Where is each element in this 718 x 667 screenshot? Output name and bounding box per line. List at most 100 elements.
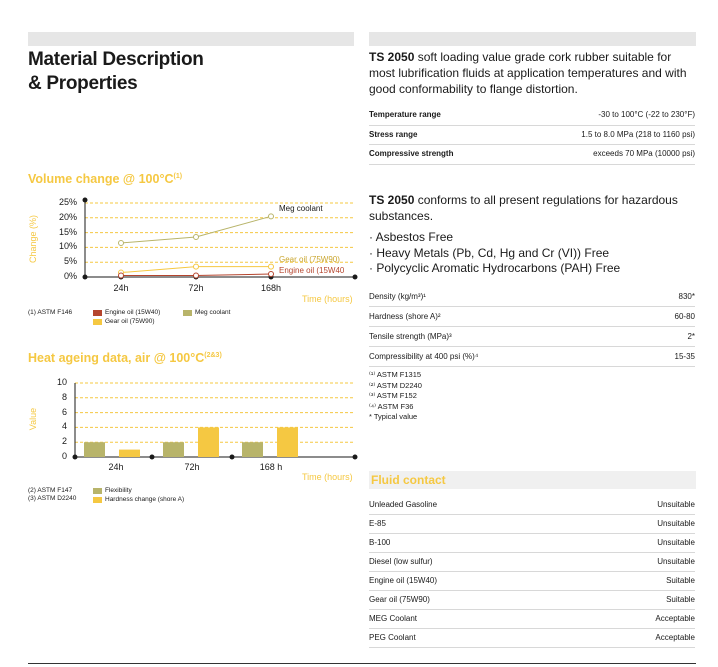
row-key: PEG Coolant: [369, 633, 416, 642]
row-value: 1.5 to 8.0 MPa (218 to 1160 psi): [581, 129, 695, 139]
ageing-bar: [277, 427, 298, 457]
property-note: * Typical value: [369, 412, 418, 421]
volume-label-gear: Gear oil (75W90): [279, 255, 340, 264]
row-value: 830*: [678, 291, 695, 301]
volume-chart-title-text: Volume change @ 100°C: [28, 172, 174, 186]
row-value: Suitable: [666, 576, 695, 585]
volume-axis-dot: [82, 274, 88, 280]
row-key: Compressive strength: [369, 149, 454, 159]
volume-xtick: 72h: [188, 283, 204, 293]
volume-data-point: [268, 271, 274, 278]
row-value: exceeds 70 MPa (10000 psi): [593, 149, 695, 159]
regulation-item: · Asbestos Free: [369, 230, 454, 244]
row-value: Unsuitable: [657, 500, 695, 509]
volume-ytick: 20%: [58, 211, 77, 222]
row-value: Suitable: [666, 595, 695, 604]
volume-label-meg: Meg coolant: [279, 204, 323, 213]
volume-legend-item: Gear oil (75W90): [93, 318, 155, 325]
table-row: Gear oil (75W90) Suitable: [369, 590, 695, 610]
property-note: ⁽²⁾ ASTM D2240: [369, 380, 422, 390]
ageing-chart-title: Heat ageing data, air @ 100°C(2&3): [28, 351, 222, 365]
property-note: ⁽⁴⁾ ASTM F36: [369, 401, 414, 411]
ageing-xtick: 24h: [108, 462, 124, 472]
volume-data-point: [118, 239, 124, 246]
row-value: Acceptable: [655, 633, 695, 642]
ageing-ytick: 0: [61, 451, 67, 461]
row-value: Unsuitable: [657, 538, 695, 547]
conform-product: TS 2050: [369, 193, 415, 207]
row-key: E-85: [369, 519, 386, 528]
ageing-chart-title-text: Heat ageing data, air @ 100°C: [28, 351, 205, 365]
volume-legend-item: Meg coolant: [183, 309, 230, 316]
legend-label: Engine oil (15W40): [105, 309, 161, 316]
volume-chart-title: Volume change @ 100°C(1): [28, 172, 182, 186]
legend-swatch: [93, 309, 102, 316]
ageing-chart-xlabel: Time (hours): [302, 472, 353, 482]
volume-ytick: 15%: [58, 226, 77, 237]
right-header-bar: [369, 32, 696, 46]
volume-ytick: 10%: [58, 241, 77, 252]
row-key: MEG Coolant: [369, 614, 418, 623]
ageing-ytick: 2: [61, 436, 67, 447]
ageing-footnote-1: (2) ASTM F147: [28, 487, 73, 494]
ageing-bar: [163, 442, 184, 457]
page-title: Material Description & Properties: [28, 48, 204, 96]
legend-label: Gear oil (75W90): [105, 318, 155, 325]
volume-chart-xlabel: Time (hours): [302, 294, 353, 304]
row-value: 2*: [687, 331, 695, 341]
row-key: Unleaded Gasoline: [369, 500, 438, 509]
legend-label: Hardness change (shore A): [105, 496, 185, 503]
fluid-contact-title: Fluid contact: [369, 471, 696, 489]
conform-paragraph: TS 2050 conforms to all present regulati…: [369, 192, 699, 224]
page-title-line2: & Properties: [28, 73, 138, 94]
intro-product: TS 2050: [369, 50, 415, 64]
ageing-bar: [84, 442, 105, 457]
volume-xtick: 168h: [260, 283, 282, 293]
left-header-bar: [28, 32, 354, 46]
ageing-footnote-2: (3) ASTM D2240: [28, 495, 77, 502]
ageing-xtick: 72h: [184, 462, 200, 472]
table-row: Stress range 1.5 to 8.0 MPa (218 to 1160 …: [369, 125, 695, 145]
property-note: ⁽¹⁾ ASTM F1315: [369, 370, 422, 379]
volume-data-point: [193, 263, 199, 270]
legend-swatch: [93, 487, 102, 494]
volume-legend-item: Engine oil (15W40): [93, 309, 160, 316]
table-row: Density (kg/m³)¹ 830*: [369, 286, 695, 307]
property-note: ⁽³⁾ ASTM F152: [369, 391, 417, 400]
ageing-ytick: 8: [61, 391, 67, 402]
legend-swatch: [93, 318, 102, 325]
volume-xtick: 24h: [113, 283, 129, 293]
row-value: -30 to 100°C (-22 to 230°F): [598, 110, 695, 120]
row-value: Unsuitable: [657, 557, 695, 566]
legend-swatch: [183, 309, 192, 316]
volume-ytick: 0%: [63, 271, 77, 281]
ageing-chart-title-ref: (2&3): [204, 351, 222, 359]
legend-label: Flexibility: [105, 487, 132, 494]
bottom-rule: [28, 663, 696, 664]
conform-text: conforms to all present regulations for …: [369, 193, 678, 223]
ageing-axis-dot: [149, 454, 155, 460]
intro-text: soft loading value grade cork rubber sui…: [369, 50, 687, 96]
ageing-bar: [198, 427, 219, 457]
volume-label-engine: Engine oil (15W40: [279, 266, 345, 275]
ageing-bar: [119, 449, 140, 457]
row-key: Stress range: [369, 129, 418, 139]
ageing-axis-dot: [352, 454, 358, 460]
row-value: 60-80: [674, 311, 695, 321]
volume-chart-title-ref: (1): [173, 172, 183, 180]
ageing-legend-item: Hardness change (shore A): [93, 496, 184, 503]
row-key: Temperature range: [369, 110, 441, 120]
ageing-legend-item: Flexibility: [93, 487, 132, 494]
table-row: Compressibility at 400 psi (%)⁴ 15-35: [369, 346, 695, 367]
row-key: Diesel (low sulfur): [369, 557, 433, 566]
row-key: Tensile strength (MPa)³: [369, 331, 452, 341]
row-key: Gear oil (75W90): [369, 595, 430, 604]
ageing-axis-dot: [72, 454, 78, 460]
regulation-item: · Polycyclic Aromatic Hydrocarbons (PAH)…: [369, 261, 621, 275]
table-row: Unleaded Gasoline Unsuitable: [369, 495, 695, 515]
volume-ytick: 5%: [63, 256, 77, 267]
ageing-axis-dot: [229, 454, 235, 460]
volume-axis-dot: [82, 197, 88, 203]
row-key: Hardness (shore A)²: [369, 311, 441, 321]
